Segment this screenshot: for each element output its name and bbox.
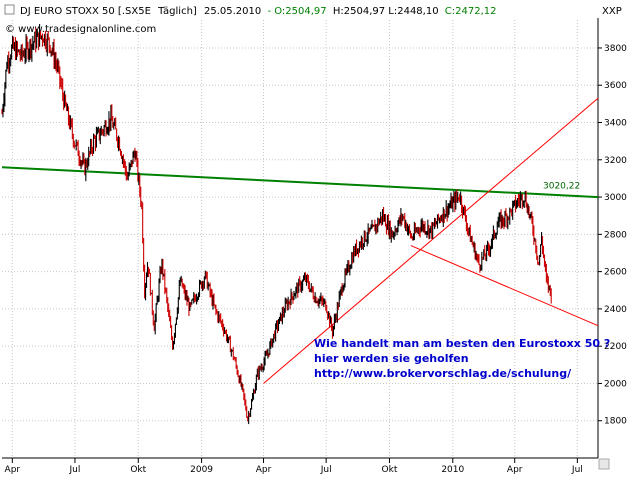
trendline bbox=[1, 166, 599, 199]
trendlines[interactable]: 3020,22 bbox=[1, 97, 599, 384]
title-close: C:2472,12 bbox=[445, 6, 497, 17]
y-tick-label: 2000 bbox=[604, 379, 627, 389]
chart-title: DJ EURO STOXX 50 [.SX5E Täglich] 25.05.2… bbox=[20, 6, 496, 17]
x-tick-label: 2010 bbox=[441, 465, 464, 475]
y-tick-label: 3000 bbox=[604, 193, 627, 203]
y-tick-label: 2800 bbox=[604, 230, 627, 240]
chart-header: DJ EURO STOXX 50 [.SX5E Täglich] 25.05.2… bbox=[4, 4, 622, 35]
y-tick-label: 1800 bbox=[604, 417, 627, 427]
title-interval: Täglich] bbox=[157, 6, 197, 17]
window-icon[interactable] bbox=[4, 4, 15, 15]
trendline bbox=[263, 97, 599, 384]
axis-unit: XXP bbox=[602, 6, 622, 17]
annotation-text: Wie handelt man am besten den Eurostoxx … bbox=[314, 337, 610, 380]
x-tick-label: Okt bbox=[130, 465, 146, 475]
x-tick-label: 2009 bbox=[190, 465, 213, 475]
trendline bbox=[410, 245, 599, 327]
y-tick-label: 3200 bbox=[604, 156, 627, 166]
x-axis: Apr Jul Okt 2009 Apr Jul Okt 2010 Apr Jul bbox=[2, 457, 610, 475]
title-date: 25.05.2010 bbox=[204, 6, 261, 17]
x-tick-label: Apr bbox=[507, 465, 523, 475]
y-tick-label: 3600 bbox=[604, 81, 627, 91]
x-tick-label: Okt bbox=[382, 465, 398, 475]
source-label: © www.tradesignalonline.com bbox=[5, 24, 156, 35]
annotation-line-2: hier werden sie geholfen bbox=[314, 352, 469, 365]
x-tick-label: Apr bbox=[5, 465, 21, 475]
trendline-label: 3020,22 bbox=[543, 182, 580, 192]
x-tick-label: Jul bbox=[571, 465, 583, 475]
title-open: - O:2504,97 bbox=[267, 6, 326, 17]
y-tick-label: 2200 bbox=[604, 342, 627, 352]
y-tick-label: 3400 bbox=[604, 119, 627, 129]
y-tick-label: 2600 bbox=[604, 268, 627, 278]
x-tick-label: Jul bbox=[69, 465, 81, 475]
annotation-line-1: Wie handelt man am besten den Eurostoxx … bbox=[314, 337, 610, 350]
title-instrument: DJ EURO STOXX 50 [.SX5E bbox=[20, 6, 151, 17]
annotation-line-3: http://www.brokervorschlag.de/schulung/ bbox=[314, 367, 572, 380]
y-axis: 1800 2000 2200 2400 2600 2800 3000 3200 3400 3600… bbox=[597, 18, 627, 458]
y-tick-label: 3800 bbox=[604, 44, 627, 54]
scroll-corner bbox=[598, 458, 610, 470]
title-high-low: H:2504,97 L:2448,10 bbox=[333, 6, 439, 17]
y-tick-label: 2400 bbox=[604, 305, 627, 315]
price-bars bbox=[1, 24, 552, 425]
x-tick-label: Jul bbox=[320, 465, 332, 475]
x-tick-label: Apr bbox=[256, 465, 272, 475]
